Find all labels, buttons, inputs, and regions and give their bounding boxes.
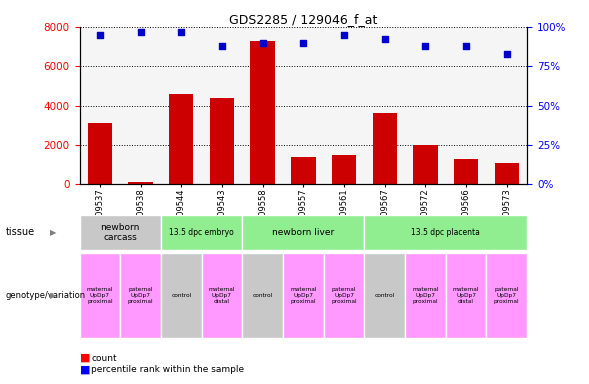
Point (502, 51, 511, 57)
Point (339, 31, 349, 38)
Point (461, 43, 471, 49)
Point (258, 40, 267, 46)
Text: maternal
UpDp7
proximal: maternal UpDp7 proximal (412, 287, 439, 304)
Bar (413, 145, 438, 184)
Point (95, 31, 105, 38)
Text: percentile rank within the sample: percentile rank within the sample (91, 366, 244, 374)
Bar (291, 157, 316, 184)
Bar (365, 253, 405, 338)
Text: newborn liver: newborn liver (272, 228, 335, 237)
Bar (324, 253, 365, 338)
Text: maternal
UpDp7
distal: maternal UpDp7 distal (453, 287, 479, 304)
Text: paternal
UpDp7
proximal: paternal UpDp7 proximal (494, 287, 519, 304)
Bar (169, 94, 193, 184)
Point (421, 43, 430, 49)
Text: maternal
UpDp7
distal: maternal UpDp7 distal (209, 287, 235, 304)
Bar (405, 253, 446, 338)
Bar (365, 215, 527, 250)
Text: 13.5 dpc placenta: 13.5 dpc placenta (411, 228, 480, 237)
Bar (128, 182, 153, 184)
Bar (210, 98, 234, 184)
Bar (446, 253, 487, 338)
Point (136, 28, 145, 35)
Bar (454, 159, 478, 184)
Point (177, 28, 186, 35)
Bar (161, 215, 242, 250)
Bar (201, 253, 242, 338)
Text: ▶: ▶ (50, 228, 57, 237)
Point (299, 40, 308, 46)
Text: paternal
UpDp7
proximal: paternal UpDp7 proximal (331, 287, 357, 304)
Bar (120, 253, 161, 338)
Bar (372, 114, 397, 184)
Bar (242, 215, 365, 250)
Text: genotype/variation: genotype/variation (6, 291, 86, 300)
Bar (80, 253, 120, 338)
Point (380, 36, 389, 43)
Bar (88, 123, 112, 184)
Text: ■: ■ (80, 353, 90, 363)
Text: maternal
UpDp7
proximal: maternal UpDp7 proximal (87, 287, 113, 304)
Title: GDS2285 / 129046_f_at: GDS2285 / 129046_f_at (229, 13, 378, 26)
Bar (161, 253, 201, 338)
Text: count: count (91, 354, 117, 363)
Bar (495, 163, 519, 184)
Text: control: control (253, 293, 273, 298)
Text: ■: ■ (80, 364, 90, 374)
Text: control: control (375, 293, 395, 298)
Text: newborn
carcass: newborn carcass (101, 223, 140, 242)
Bar (283, 253, 324, 338)
Bar (332, 155, 356, 184)
Text: control: control (171, 293, 191, 298)
Text: tissue: tissue (6, 227, 35, 237)
Text: maternal
UpDp7
proximal: maternal UpDp7 proximal (290, 287, 316, 304)
Text: ▶: ▶ (50, 291, 57, 300)
Text: 13.5 dpc embryo: 13.5 dpc embryo (169, 228, 234, 237)
Bar (250, 41, 275, 184)
Bar (242, 253, 283, 338)
Point (217, 43, 227, 49)
Bar (80, 215, 161, 250)
Text: paternal
UpDp7
proximal: paternal UpDp7 proximal (128, 287, 153, 304)
Bar (487, 253, 527, 338)
